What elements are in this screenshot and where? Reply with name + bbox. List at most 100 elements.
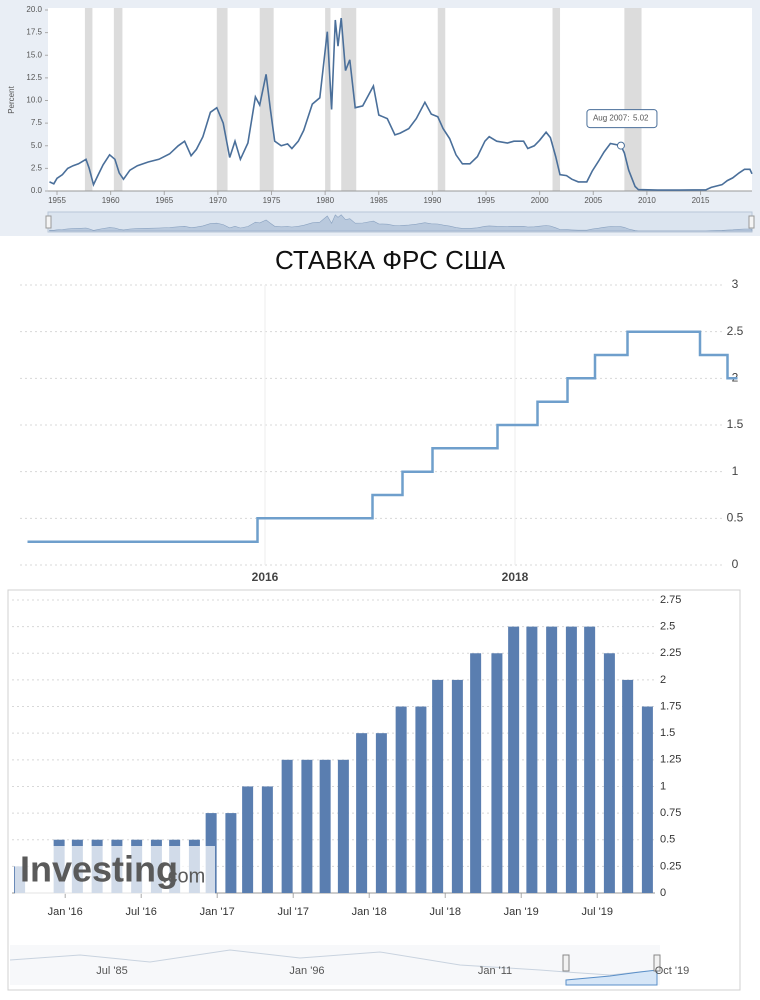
- navigator-selection[interactable]: [565, 969, 658, 986]
- bar: [281, 759, 293, 893]
- y-tick-label: 2.5: [31, 163, 43, 172]
- bar: [356, 733, 368, 893]
- x-tick-label: Jan '16: [48, 906, 83, 918]
- watermark-suffix: .com: [162, 865, 205, 887]
- tooltip-label: Aug 2007:: [593, 114, 629, 123]
- x-tick-label: 1960: [102, 196, 120, 205]
- y-tick-label: 1: [732, 464, 739, 478]
- bar: [603, 653, 615, 893]
- x-tick-label: 1970: [209, 196, 227, 205]
- y-tick-label: 0: [732, 557, 739, 571]
- x-tick-label: 2010: [638, 196, 656, 205]
- y-tick-label: 20.0: [26, 5, 42, 14]
- recession-band: [113, 8, 123, 191]
- x-tick-label: 1985: [370, 196, 388, 205]
- chart-1: 0.0 2.5 5.0 7.5 10.0 12.5 15.0 17.5 20.0 1955 1960…: [7, 5, 753, 232]
- x-tick-label: 2005: [584, 196, 602, 205]
- y-tick-label: 1.25: [660, 754, 681, 766]
- rate-line: [27, 330, 738, 543]
- y-tick-label: 2.5: [727, 324, 744, 338]
- x-tick-label: Jan '17: [200, 906, 235, 918]
- y-tick-label: 17.5: [26, 28, 42, 37]
- x-tick-label: 1955: [48, 196, 66, 205]
- tooltip-box: [586, 109, 658, 129]
- y-tick-label: 0: [660, 887, 666, 899]
- bar: [526, 626, 538, 893]
- x-tick-label: 1975: [263, 196, 281, 205]
- y-tick-label: 10.0: [26, 96, 42, 105]
- bar: [415, 706, 427, 893]
- bar: [622, 679, 634, 893]
- navigator-line: [49, 214, 753, 232]
- y-tick-label: 1.5: [727, 417, 744, 431]
- chart-3: 0 0.25 0.5 0.75 1 1.25 1.5 1.75 2 2.25 2.5 2.75 Jan …: [12, 594, 689, 977]
- recession-band: [259, 8, 274, 191]
- navigator-line: [9, 949, 658, 976]
- recession-band: [552, 8, 561, 191]
- x-tick-label: Jul '16: [125, 906, 156, 918]
- x-tick-label: 2000: [531, 196, 549, 205]
- bar: [225, 813, 237, 893]
- bar: [451, 679, 463, 893]
- chart1-plot: [48, 8, 752, 191]
- navigator-label: Jan '11: [478, 965, 512, 977]
- x-tick-label: 1990: [423, 196, 441, 205]
- y-tick-label: 15.0: [26, 50, 42, 59]
- recession-band: [325, 8, 331, 191]
- y-tick-label: 2: [660, 674, 666, 686]
- y-tick-label: 3: [732, 277, 739, 291]
- bar: [337, 759, 349, 893]
- bar: [432, 679, 444, 893]
- y-tick-label: 0.5: [727, 511, 744, 525]
- x-tick-label: Jul '18: [430, 906, 461, 918]
- bar: [491, 653, 503, 893]
- navigator-handle[interactable]: [45, 215, 52, 229]
- y-tick-label: 2.75: [660, 594, 681, 606]
- bar: [301, 759, 313, 893]
- recession-band: [624, 8, 642, 191]
- bar: [242, 786, 254, 893]
- y-axis-label: Percent: [7, 85, 16, 113]
- x-tick-label: Jan '18: [352, 906, 387, 918]
- x-tick-label: 2018: [502, 570, 529, 584]
- x-tick-label: Jul '17: [277, 906, 308, 918]
- y-tick-label: 1: [660, 780, 666, 792]
- x-tick-label: 1995: [477, 196, 495, 205]
- bar: [261, 786, 273, 893]
- x-tick-label: 1965: [155, 196, 173, 205]
- navigator-label: Oct '19: [655, 965, 690, 977]
- bar: [584, 626, 596, 893]
- chart3-frame: [7, 589, 741, 991]
- recession-band: [437, 8, 446, 191]
- navigator-label: Jul '85: [96, 965, 127, 977]
- bar: [319, 759, 331, 893]
- tooltip-value: 5.02: [633, 114, 649, 123]
- y-tick-label: 2.25: [660, 647, 681, 659]
- y-tick-label: 0.75: [660, 807, 681, 819]
- y-tick-label: 0.25: [660, 860, 681, 872]
- navigator-handle[interactable]: [562, 954, 570, 972]
- bar: [641, 706, 653, 893]
- bar: [546, 626, 558, 893]
- rate-line: [49, 18, 753, 191]
- bar: [395, 706, 407, 893]
- x-tick-label: 2016: [252, 570, 279, 584]
- navigator-handle[interactable]: [653, 954, 661, 972]
- watermark-backdrop: [15, 846, 215, 894]
- navigator-handle[interactable]: [748, 215, 755, 229]
- bar: [470, 653, 482, 893]
- y-tick-label: 1.75: [660, 700, 681, 712]
- bar: [375, 733, 387, 893]
- x-tick-label: Jan '19: [504, 906, 539, 918]
- navigator-label: Jan '96: [289, 965, 324, 977]
- y-tick-label: 5.0: [31, 141, 43, 150]
- x-tick-label: 1980: [316, 196, 334, 205]
- chart3-navigator: [10, 945, 660, 985]
- y-tick-label: 1.5: [660, 727, 675, 739]
- bar: [508, 626, 520, 893]
- y-tick-label: 0.5: [660, 834, 675, 846]
- x-tick-label: 2015: [692, 196, 710, 205]
- y-tick-label: 2.5: [660, 621, 675, 633]
